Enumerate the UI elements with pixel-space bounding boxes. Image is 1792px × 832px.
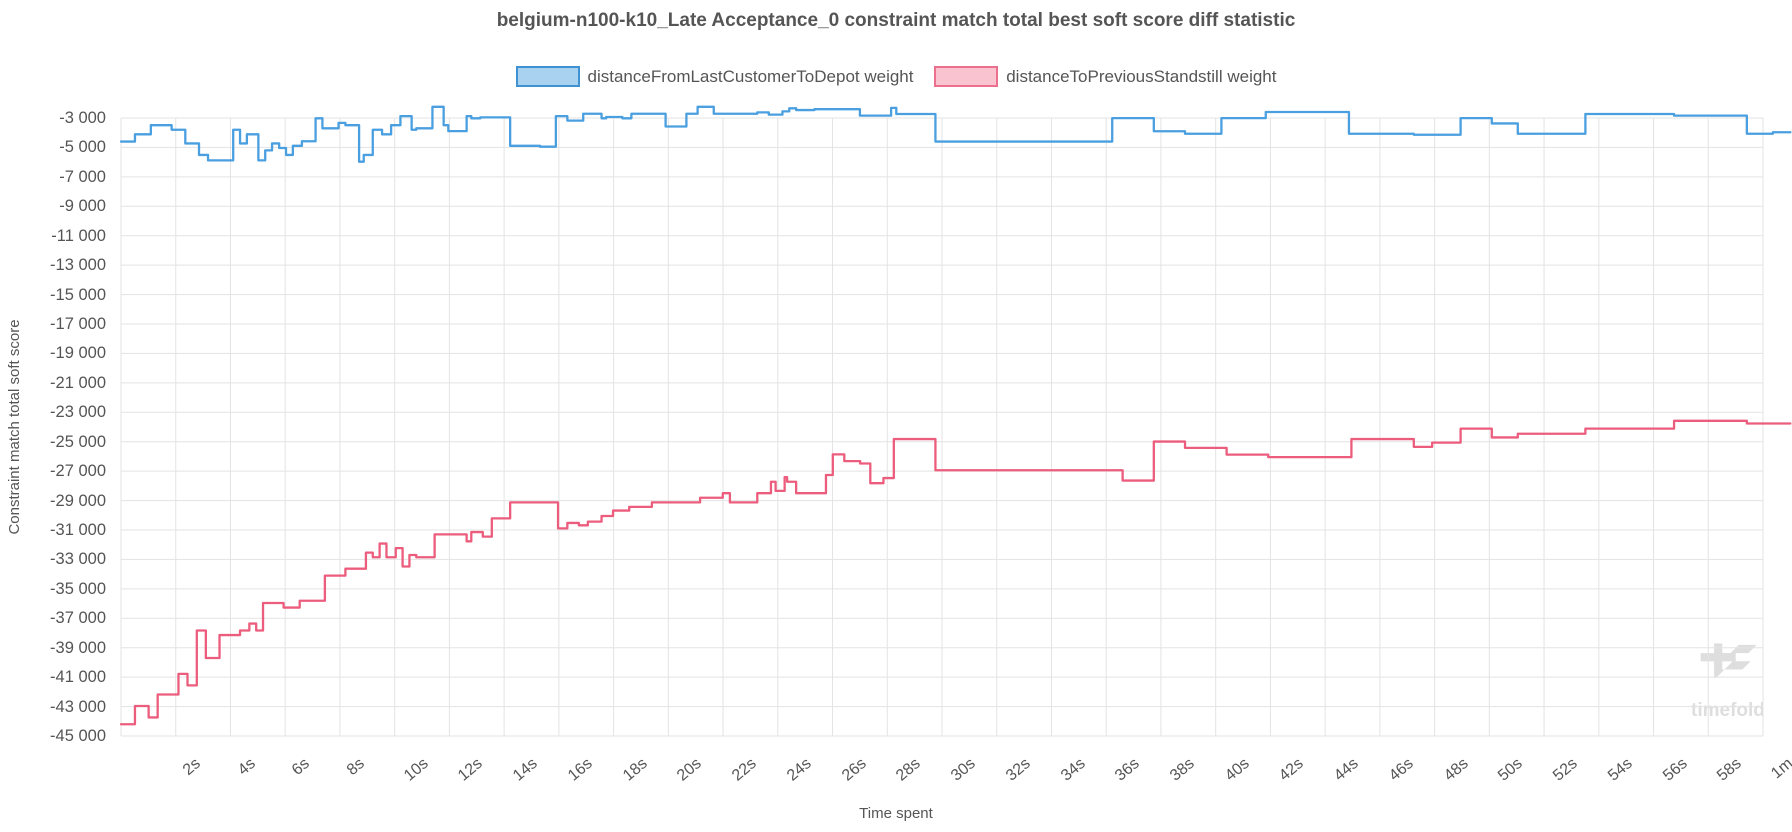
svg-text:timefold: timefold — [1691, 700, 1765, 721]
